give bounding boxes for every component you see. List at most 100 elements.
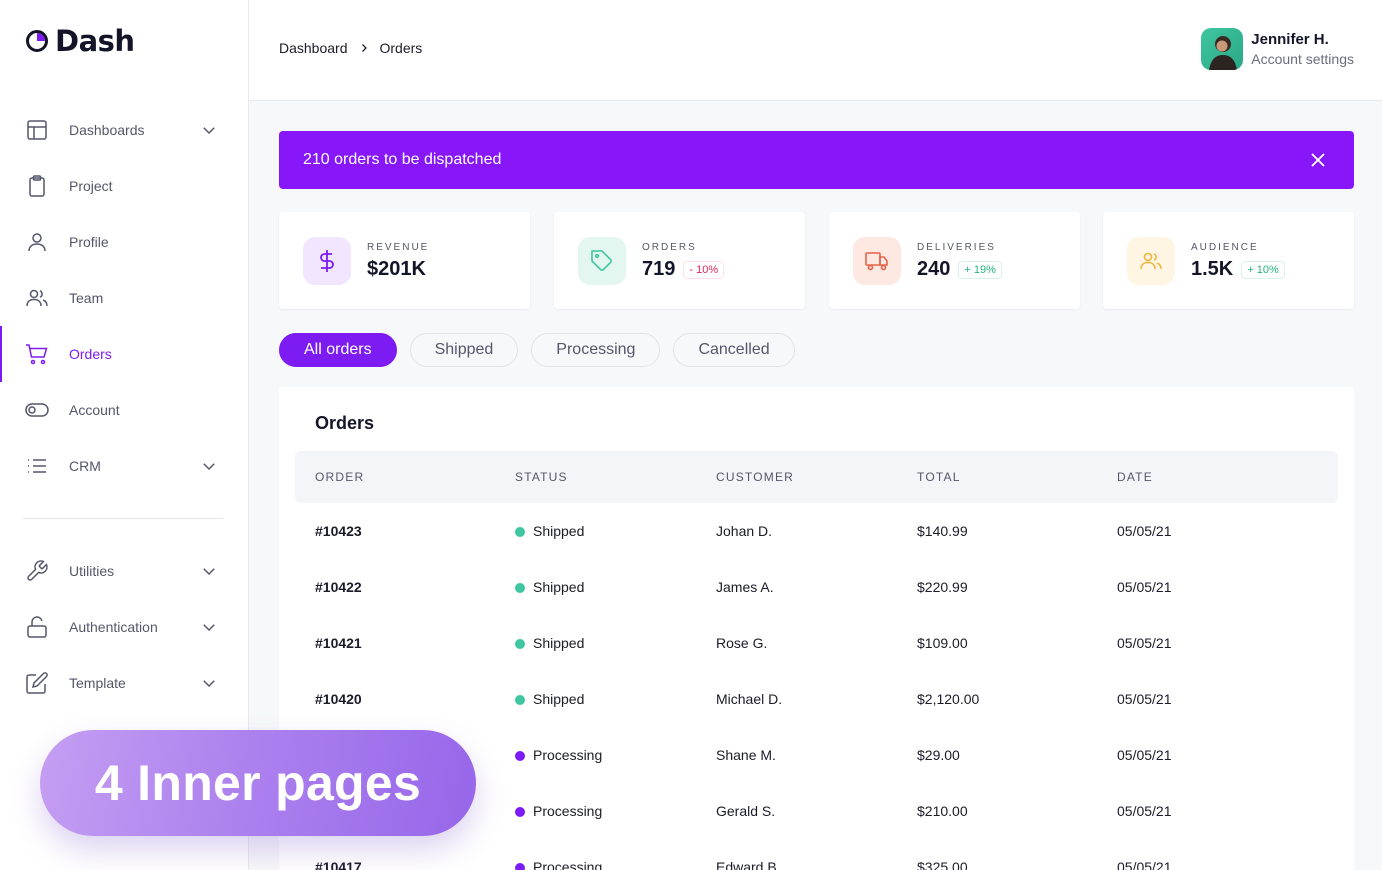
banner-text: 210 orders to be dispatched: [303, 151, 502, 168]
order-date: 05/05/21: [1117, 859, 1172, 870]
stat-label: AUDIENCE: [1191, 242, 1259, 253]
account-settings-link[interactable]: Account settings: [1251, 51, 1354, 67]
users-icon: [25, 286, 49, 310]
table-row[interactable]: Processing Shane M. $29.00 05/05/21: [295, 727, 1338, 783]
stat-value: $201K: [367, 258, 426, 280]
table-row[interactable]: Processing Gerald S. $210.00 05/05/21: [295, 783, 1338, 839]
sidebar-item-orders[interactable]: Orders: [0, 326, 248, 382]
chevron-right-icon: [361, 44, 367, 52]
table-row[interactable]: #10417 Processing Edward B. $325.00 05/05/21: [295, 839, 1338, 870]
status-label: Processing: [533, 747, 603, 763]
avatar[interactable]: [1201, 28, 1244, 70]
chevron-down-icon[interactable]: [200, 674, 218, 692]
table-header: ORDER STATUS CUSTOMER TOTAL DATE: [295, 451, 1338, 503]
sidebar-item-utilities[interactable]: Utilities: [0, 543, 248, 599]
stat-label: REVENUE: [367, 242, 430, 253]
order-date: 05/05/21: [1117, 803, 1172, 819]
app-name: Dash: [55, 24, 135, 58]
sidebar-item-template[interactable]: Template: [0, 655, 248, 711]
status-dot: [515, 751, 525, 761]
sidebar-item-label: Orders: [69, 346, 112, 362]
stat-value: 1.5K: [1191, 258, 1234, 280]
close-icon[interactable]: [1309, 151, 1327, 169]
orders-title: Orders: [315, 413, 375, 433]
customer-name: Rose G.: [716, 635, 768, 651]
dispatch-banner: 210 orders to be dispatched: [279, 131, 1354, 189]
order-date: 05/05/21: [1117, 635, 1172, 651]
chevron-down-icon[interactable]: [200, 618, 218, 636]
order-status: Shipped: [515, 691, 584, 707]
sidebar-item-label: Utilities: [69, 563, 115, 579]
trend-badge: + 10%: [1241, 260, 1285, 279]
stat-card-orders: ORDERS 719 - 10%: [554, 212, 805, 309]
sidebar-item-label: Account: [69, 402, 120, 418]
filter-shipped[interactable]: Shipped: [409, 333, 519, 367]
table-row[interactable]: #10422 Shipped James A. $220.99 05/05/21: [295, 559, 1338, 615]
chevron-down-icon[interactable]: [200, 457, 218, 475]
sidebar-item-dashboards[interactable]: Dashboards: [0, 102, 248, 158]
chevron-down-icon[interactable]: [200, 562, 218, 580]
customer-name: Gerald S.: [716, 803, 776, 819]
status-dot: [515, 695, 525, 705]
logo[interactable]: Dash: [25, 24, 135, 58]
order-date: 05/05/21: [1117, 523, 1172, 539]
user-menu[interactable]: Jennifer H. Account settings: [1201, 28, 1354, 70]
column-header-date: DATE: [1117, 470, 1153, 484]
customer-name: Shane M.: [716, 747, 776, 763]
table-row[interactable]: #10423 Shipped Johan D. $140.99 05/05/21: [295, 503, 1338, 559]
orders-card: Orders ORDER STATUS CUSTOMER TOTAL DATE …: [279, 387, 1354, 870]
sidebar-item-authentication[interactable]: Authentication: [0, 599, 248, 655]
breadcrumb: Dashboard Orders: [279, 40, 422, 56]
lock-icon: [25, 615, 49, 639]
status-label: Shipped: [533, 523, 585, 539]
order-total: $220.99: [917, 579, 968, 595]
order-status: Processing: [515, 747, 602, 763]
sidebar-item-crm[interactable]: CRM: [0, 438, 248, 494]
truck-icon: [853, 237, 901, 285]
order-id: #10421: [315, 635, 362, 651]
stat-value: 240: [917, 258, 951, 280]
stat-label: DELIVERIES: [917, 242, 996, 253]
sidebar-item-profile[interactable]: Profile: [0, 214, 248, 270]
sidebar-nav-secondary: Utilities Authentication Template: [0, 543, 248, 711]
filter-all-orders[interactable]: All orders: [279, 333, 397, 367]
sidebar-item-label: Authentication: [69, 619, 158, 635]
order-total: $325.00: [917, 859, 968, 870]
users-icon: [1127, 237, 1175, 285]
sidebar-item-label: Project: [69, 178, 113, 194]
column-header-order: ORDER: [315, 470, 365, 484]
list-icon: [25, 454, 49, 478]
customer-name: Michael D.: [716, 691, 783, 707]
order-id: #10420: [315, 691, 362, 707]
sidebar-item-project[interactable]: Project: [0, 158, 248, 214]
sidebar-item-label: Template: [69, 675, 126, 691]
sidebar-item-label: Profile: [69, 234, 109, 250]
edit-icon: [25, 671, 49, 695]
status-label: Shipped: [533, 579, 585, 595]
clipboard-icon: [25, 174, 49, 198]
table-row[interactable]: #10420 Shipped Michael D. $2,120.00 05/05/21: [295, 671, 1338, 727]
trend-badge: - 10%: [683, 260, 725, 279]
user-icon: [25, 230, 49, 254]
order-status: Processing: [515, 859, 602, 870]
order-date: 05/05/21: [1117, 691, 1172, 707]
table-row[interactable]: #10421 Shipped Rose G. $109.00 05/05/21: [295, 615, 1338, 671]
top-header: Dashboard Orders Jennifer H. Account set…: [249, 0, 1382, 101]
status-dot: [515, 863, 525, 870]
sidebar-item-account[interactable]: Account: [0, 382, 248, 438]
column-header-customer: CUSTOMER: [716, 470, 795, 484]
sidebar-item-team[interactable]: Team: [0, 270, 248, 326]
column-header-status: STATUS: [515, 470, 568, 484]
order-date: 05/05/21: [1117, 747, 1172, 763]
stat-card-deliveries: DELIVERIES 240 + 19%: [829, 212, 1080, 309]
breadcrumb-dashboard[interactable]: Dashboard: [279, 40, 348, 56]
filter-processing[interactable]: Processing: [531, 333, 661, 367]
order-id: #10417: [315, 859, 362, 870]
trend-badge: + 19%: [958, 260, 1002, 279]
customer-name: Edward B.: [716, 859, 781, 870]
chevron-down-icon[interactable]: [200, 121, 218, 139]
order-id: #10422: [315, 579, 362, 595]
filter-cancelled[interactable]: Cancelled: [673, 333, 795, 367]
customer-name: Johan D.: [716, 523, 773, 539]
order-status: Shipped: [515, 579, 584, 595]
